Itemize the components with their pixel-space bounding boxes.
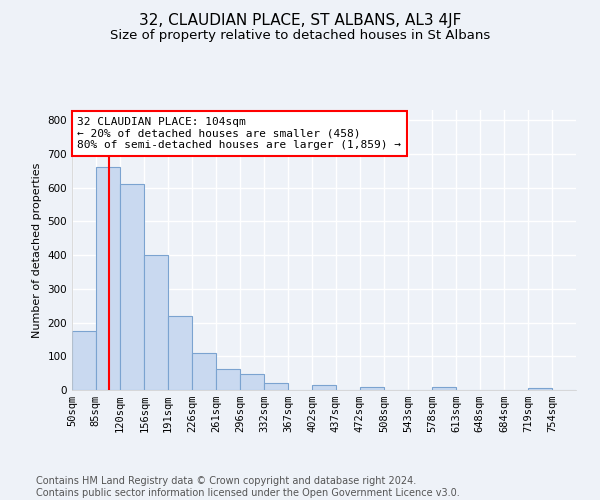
Text: Size of property relative to detached houses in St Albans: Size of property relative to detached ho… [110, 29, 490, 42]
Bar [96, 166, 120, 390]
Bar [192, 353, 216, 390]
Bar [360, 386, 385, 390]
Bar [120, 184, 144, 390]
Text: 32, CLAUDIAN PLACE, ST ALBANS, AL3 4JF: 32, CLAUDIAN PLACE, ST ALBANS, AL3 4JF [139, 12, 461, 28]
Bar [528, 388, 552, 390]
Bar [168, 316, 192, 390]
Bar [312, 385, 336, 390]
Text: Contains HM Land Registry data © Crown copyright and database right 2024.
Contai: Contains HM Land Registry data © Crown c… [36, 476, 460, 498]
Y-axis label: Number of detached properties: Number of detached properties [32, 162, 42, 338]
Bar [72, 331, 96, 390]
Bar [240, 374, 265, 390]
Bar [144, 255, 168, 390]
Bar [265, 384, 288, 390]
Bar [432, 386, 456, 390]
Bar [216, 368, 240, 390]
Text: 32 CLAUDIAN PLACE: 104sqm
← 20% of detached houses are smaller (458)
80% of semi: 32 CLAUDIAN PLACE: 104sqm ← 20% of detac… [77, 116, 401, 150]
